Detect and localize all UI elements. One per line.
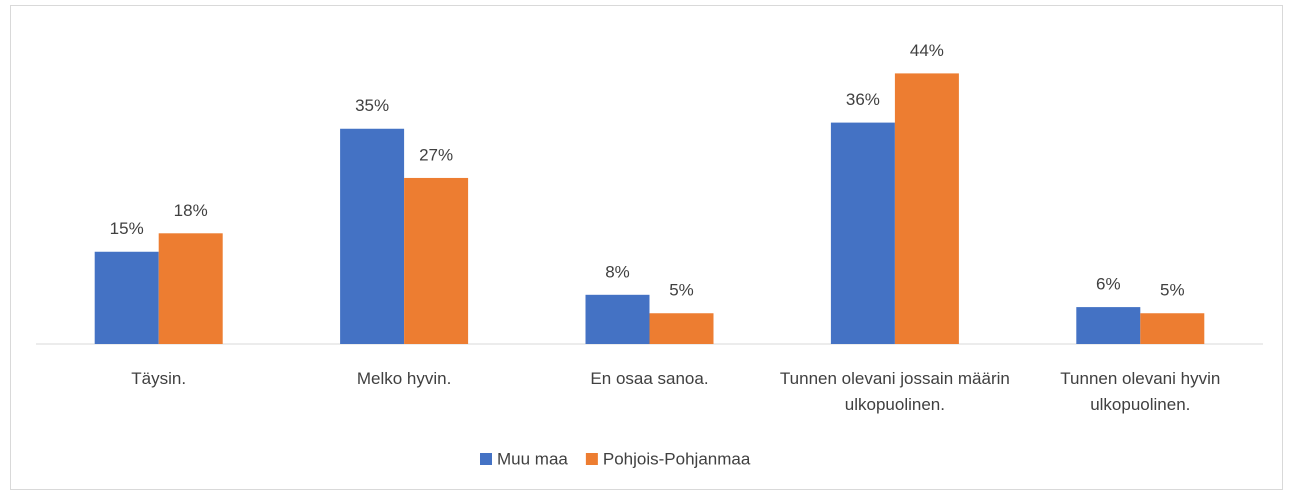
bar [585, 294, 650, 344]
x-tick-label: Tunnen olevani hyvin ulkopuolinen. [1060, 369, 1221, 414]
legend-swatch [585, 453, 598, 465]
bar [894, 73, 959, 345]
bar [404, 177, 469, 344]
data-label: 8% [605, 262, 630, 281]
data-label: 5% [1160, 281, 1185, 300]
legend-label: Pohjois-Pohjanmaa [603, 449, 751, 468]
x-tick-label: Tunnen olevani jossain määrin ulkopuolin… [779, 369, 1010, 414]
bar [649, 313, 714, 344]
data-label: 6% [1096, 275, 1121, 294]
data-label: 5% [669, 281, 694, 300]
bar [830, 122, 895, 344]
bar [1140, 313, 1205, 344]
data-label: 44% [910, 41, 944, 60]
legend-label: Muu maa [497, 449, 568, 468]
data-label: 36% [846, 90, 880, 109]
x-tick-label: Täysin. [131, 369, 187, 388]
bar [340, 128, 405, 344]
x-tick-label: En osaa sanoa. [590, 369, 709, 388]
data-label: 35% [355, 96, 389, 115]
x-tick-label: Melko hyvin. [356, 369, 452, 388]
bar [158, 233, 223, 344]
bar [94, 251, 159, 344]
data-label: 27% [419, 145, 453, 164]
data-label: 18% [174, 201, 208, 220]
data-label: 15% [110, 219, 144, 238]
bar [1076, 307, 1141, 344]
legend-swatch [480, 453, 492, 465]
